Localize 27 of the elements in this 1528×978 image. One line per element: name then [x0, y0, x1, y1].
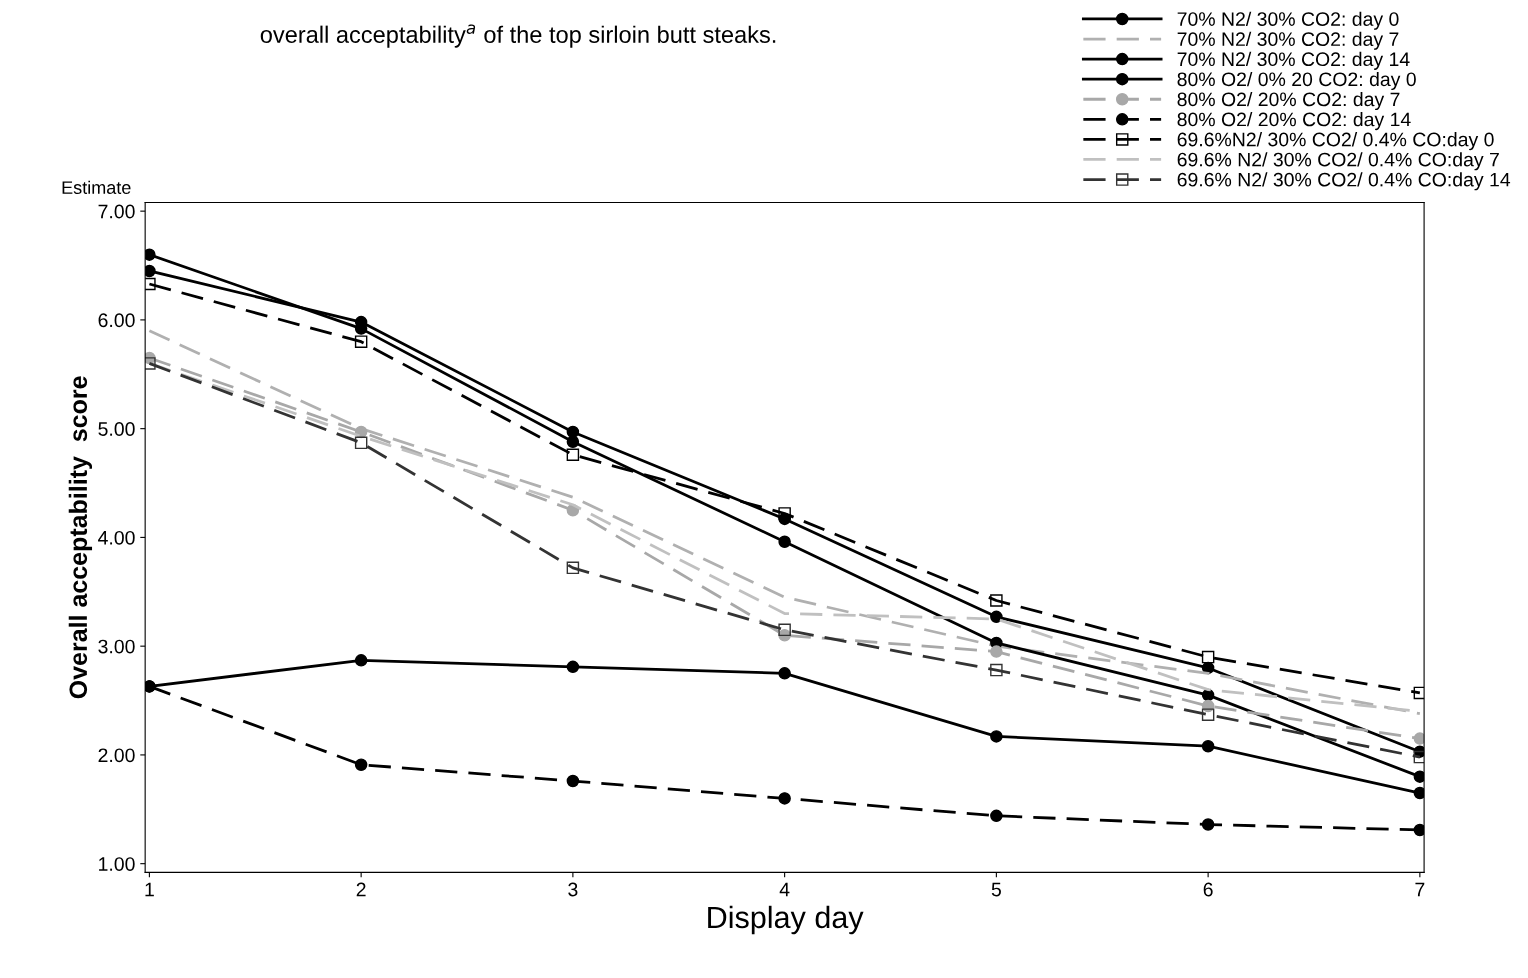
- legend-label: 70% N2/ 30% CO2: day 0: [1177, 11, 1399, 30]
- y-tick-label: 2.00: [98, 748, 135, 763]
- x-tick-label: 4: [779, 882, 790, 897]
- y-tick-label: 6.00: [98, 313, 135, 328]
- legend-label: 80% O2/ 20% CO2: day 14: [1177, 112, 1411, 131]
- x-tick-label: 5: [991, 882, 1001, 897]
- legend-label: 80% O2/ 0% 20 CO2: day 0: [1177, 71, 1416, 91]
- y-tick-label: 1.00: [99, 857, 135, 871]
- y-tick-label: 5.00: [98, 422, 135, 436]
- text: Estimate: [62, 180, 131, 194]
- legend-label: 70% N2/ 30% CO2: day 7: [1177, 31, 1399, 50]
- y-axis-title: Overall acceptability score: [68, 376, 93, 699]
- x-tick-label: 3: [568, 882, 578, 897]
- legend-label: 69.6% N2/ 30% CO2/ 0.4% CO:day 7: [1177, 152, 1499, 171]
- x-tick-label: 7: [1415, 882, 1425, 897]
- chart-title: overall acceptability$^{a}$ of the top sirloin butt steaks.: [260, 24, 776, 48]
- x-tick-label: 6: [1203, 882, 1213, 897]
- legend-label: 70% N2/ 30% CO2: day 14: [1177, 51, 1410, 70]
- legend-label: 69.6%N2/ 30% CO2/ 0.4% CO:day 0: [1177, 132, 1494, 151]
- legend-label: 80% O2/ 20% CO2: day 7: [1177, 91, 1400, 111]
- x-tick-label: 2: [356, 882, 366, 897]
- y-tick-label: 4.00: [98, 530, 135, 545]
- y-tick-label: 3.00: [98, 639, 135, 654]
- legend-label: 69.6% N2/ 30% CO2/ 0.4% CO:day 14: [1177, 172, 1511, 191]
- x-tick-label: 1: [145, 882, 154, 897]
- x-axis-title: Display day: [708, 905, 864, 935]
- y-tick-label: 7.00: [98, 204, 135, 219]
